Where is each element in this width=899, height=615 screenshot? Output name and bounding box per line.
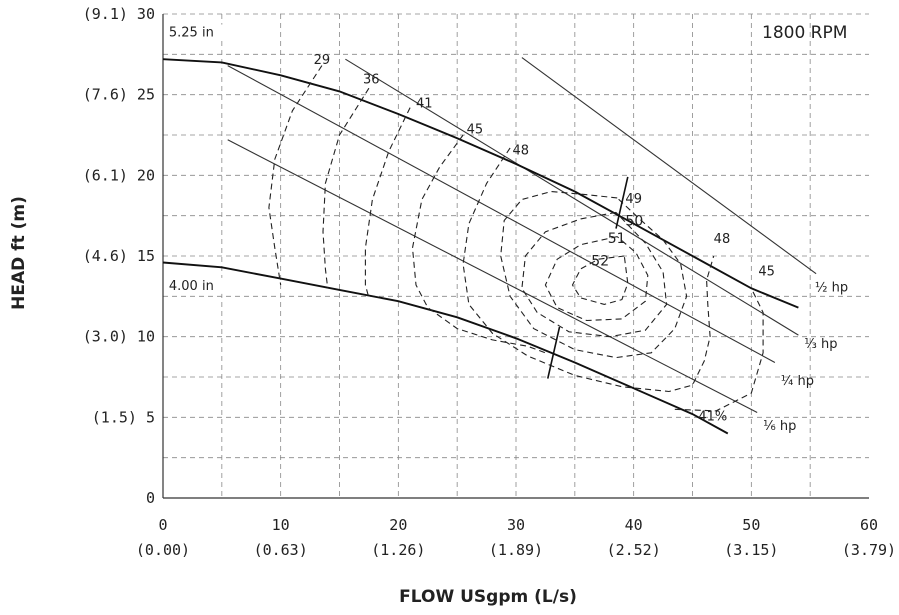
label-backdrop	[166, 277, 223, 294]
efficiency-curve	[521, 211, 668, 338]
x-tick-label: 60	[860, 516, 878, 534]
curve-label: 48	[714, 232, 731, 247]
curve-label: 50	[625, 213, 643, 229]
impeller-curve	[162, 261, 729, 435]
label-backdrop	[166, 24, 223, 41]
curve-label: 45	[758, 264, 775, 279]
x-tick-label: 10	[272, 516, 290, 534]
curve-label: 29	[314, 53, 331, 68]
x-tick-sublabel: (0.00)	[136, 541, 190, 559]
y-tick-label: (1.5) 5	[92, 408, 155, 426]
power-curve	[345, 58, 799, 336]
curve-label: 45	[467, 122, 484, 137]
efficiency-curve	[674, 288, 764, 412]
rpm-annotation: 1800 RPM	[762, 23, 847, 43]
y-axis-title: HEAD ft (m)	[9, 196, 29, 310]
axes: 0 (0.00) 10 (0.63) 20 (1.26) 30 (1.89) 40 (2.52) 5…	[83, 5, 896, 559]
y-tick-label: (9.1) 30	[83, 5, 155, 23]
curve-label: ¼ hp	[781, 374, 814, 389]
curve-labels: 5.25 in 4.00 in 29 36 41 45 48 49 50 51 52 48 45 41% ½…	[166, 24, 848, 434]
curve-label: 51	[608, 231, 626, 247]
curve-label: 49	[625, 192, 642, 207]
power-curve	[521, 57, 817, 275]
x-axis-title: FLOW USgpm (L/s)	[399, 587, 577, 607]
grid	[163, 13, 869, 498]
x-tick-sublabel: (3.15)	[724, 541, 778, 559]
curves	[162, 57, 817, 435]
x-tick-label: 0	[158, 516, 167, 534]
x-tick-label: 40	[625, 516, 643, 534]
y-tick-label: (6.1) 20	[83, 166, 155, 184]
power-curve	[227, 65, 776, 363]
efficiency-curve	[544, 236, 649, 322]
curve-label: 4.00 in	[169, 279, 214, 294]
efficiency-curve	[462, 147, 715, 393]
curve-label: ⅙ hp	[763, 419, 796, 434]
efficiency-curve	[364, 107, 411, 299]
bep-mark	[615, 176, 629, 229]
x-tick-label: 50	[742, 516, 760, 534]
curve-label: ⅓ hp	[804, 337, 837, 352]
y-tick-label: 0	[146, 489, 155, 507]
x-tick-sublabel: (3.79)	[842, 541, 896, 559]
x-tick-sublabel: (0.63)	[254, 541, 308, 559]
x-tick-label: 20	[389, 516, 407, 534]
curve-label: 36	[363, 72, 380, 87]
curve-label: 5.25 in	[169, 26, 214, 41]
impeller-curve	[162, 58, 799, 309]
curve-label: 41	[416, 97, 433, 112]
efficiency-curve	[571, 255, 629, 305]
curve-label: 48	[512, 143, 529, 158]
x-tick-sublabel: (2.52)	[607, 541, 661, 559]
efficiency-curve	[500, 190, 688, 359]
bep-mark	[546, 326, 561, 379]
y-tick-label: (7.6) 25	[83, 86, 155, 104]
x-tick-label: 30	[507, 516, 525, 534]
efficiency-curve	[268, 65, 323, 286]
curve-label: ½ hp	[815, 280, 848, 295]
curve-label: 41%	[698, 410, 727, 425]
y-tick-label: (4.6) 15	[83, 247, 155, 265]
y-tick-label: (3.0) 10	[83, 328, 155, 346]
x-tick-sublabel: (1.89)	[489, 541, 543, 559]
x-tick-sublabel: (1.26)	[371, 541, 425, 559]
power-curve	[227, 139, 758, 413]
efficiency-curve	[322, 87, 370, 289]
curve-label: 52	[591, 254, 609, 270]
